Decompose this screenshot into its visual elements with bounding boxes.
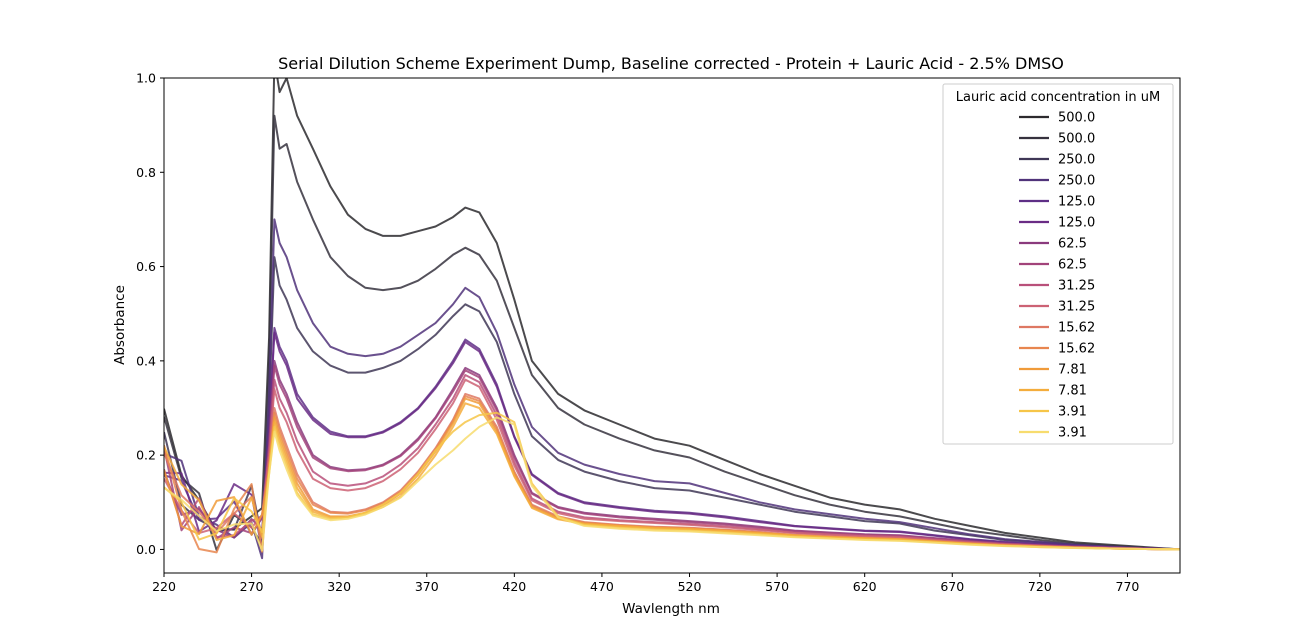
legend-label: 62.5 — [1058, 237, 1087, 252]
legend-box — [942, 83, 1174, 445]
legend-entry: 500.0 — [1019, 111, 1095, 126]
y-axis-label: Absorbance — [112, 285, 128, 365]
legend-label: 125.0 — [1058, 195, 1095, 210]
y-tick-label: 0.6 — [136, 259, 156, 274]
x-tick-label: 320 — [327, 579, 351, 594]
legend-label: 31.25 — [1058, 279, 1095, 294]
y-tick-label: 0.4 — [136, 353, 156, 368]
x-tick-label: 670 — [940, 579, 964, 594]
legend-label: 3.91 — [1058, 426, 1087, 441]
legend-label: 7.81 — [1058, 363, 1087, 378]
legend-entry: 250.0 — [1019, 174, 1095, 189]
legend-entry: 62.5 — [1019, 258, 1087, 273]
x-axis: 220 270 320 370 420 470 520 570 620 670 720 770 — [152, 573, 1139, 594]
legend-label: 62.5 — [1058, 258, 1087, 273]
x-axis-label: Wavlength nm — [622, 601, 720, 617]
legend-entry: 31.25 — [1019, 279, 1095, 294]
legend-label: 500.0 — [1058, 111, 1095, 126]
series-line — [164, 114, 1180, 552]
y-axis: 0.0 0.2 0.4 0.6 0.8 1.0 — [136, 71, 164, 557]
x-tick-label: 420 — [502, 579, 526, 594]
series-layer — [164, 78, 1180, 560]
plot-frame — [163, 77, 1181, 574]
legend-label: 250.0 — [1058, 153, 1095, 168]
legend-entry: 3.91 — [1019, 426, 1087, 441]
legend-entry: 7.81 — [1019, 363, 1087, 378]
x-tick-label: 470 — [590, 579, 614, 594]
legend-entry: 125.0 — [1019, 195, 1095, 210]
series-line — [164, 378, 1180, 551]
x-tick-label: 370 — [415, 579, 439, 594]
legend-entry: 62.5 — [1019, 237, 1087, 252]
legend-entry: 250.0 — [1019, 153, 1095, 168]
series-line — [164, 416, 1180, 552]
y-tick-label: 0.0 — [136, 542, 156, 557]
y-tick-label: 1.0 — [136, 71, 156, 86]
legend-label: 31.25 — [1058, 300, 1095, 315]
legend-entry: 125.0 — [1019, 216, 1095, 231]
series-line — [164, 331, 1180, 552]
series-line — [164, 218, 1180, 560]
legend-label: 500.0 — [1058, 132, 1095, 147]
x-tick-label: 570 — [765, 579, 789, 594]
x-tick-label: 220 — [152, 579, 176, 594]
legend-entry: 7.81 — [1019, 384, 1087, 399]
x-tick-label: 620 — [853, 579, 877, 594]
x-tick-label: 720 — [1028, 579, 1052, 594]
legend-label: 3.91 — [1058, 405, 1087, 420]
legend-label: 15.62 — [1058, 321, 1095, 336]
x-tick-label: 270 — [240, 579, 264, 594]
legend-entry: 500.0 — [1019, 132, 1095, 147]
x-tick-label: 520 — [678, 579, 702, 594]
legend-label: 250.0 — [1058, 174, 1095, 189]
legend-entry: 31.25 — [1019, 300, 1095, 315]
y-tick-label: 0.8 — [136, 165, 156, 180]
legend-label: 15.62 — [1058, 342, 1095, 357]
legend-label: 125.0 — [1058, 216, 1095, 231]
y-tick-label: 0.2 — [136, 448, 156, 463]
legend-title: Lauric acid concentration in uM — [956, 90, 1160, 105]
legend: Lauric acid concentration in uM 500.0 500… — [942, 83, 1174, 445]
legend-entry: 15.62 — [1019, 342, 1095, 357]
legend-entry: 15.62 — [1019, 321, 1095, 336]
chart-title: Serial Dilution Scheme Experiment Dump, … — [278, 54, 1064, 73]
x-tick-label: 770 — [1116, 579, 1140, 594]
legend-label: 7.81 — [1058, 384, 1087, 399]
legend-entry: 3.91 — [1019, 405, 1087, 420]
